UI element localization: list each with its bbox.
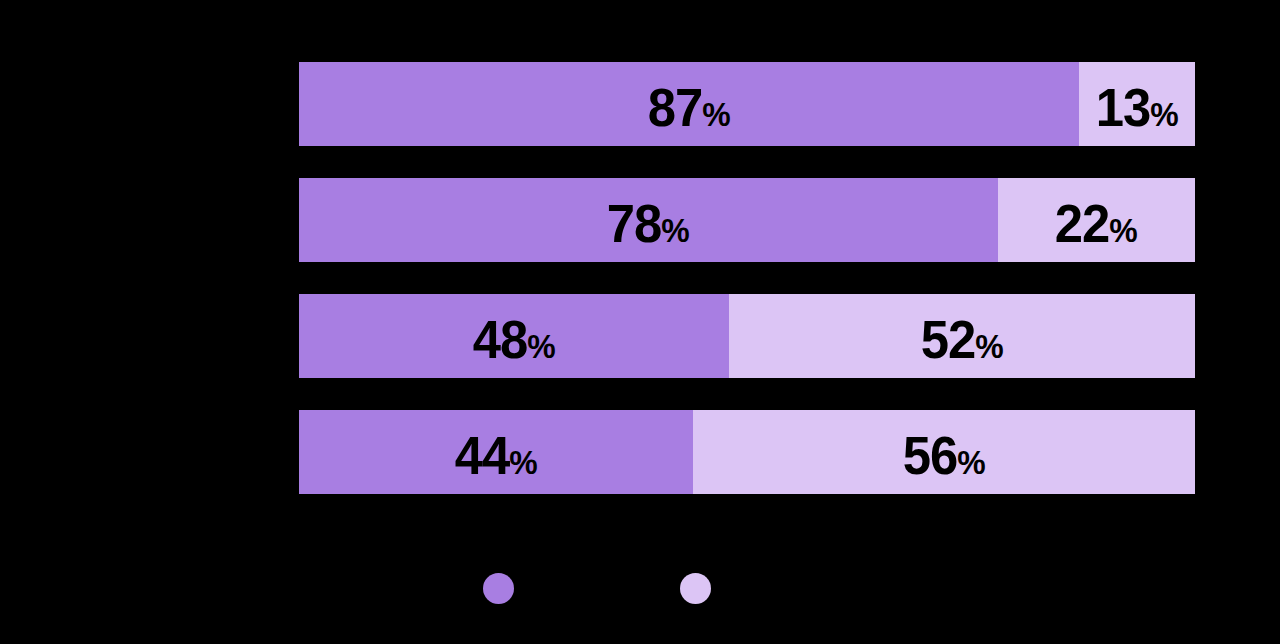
bar-segment-primary: 44% [299,410,693,494]
data-label-percent-sign: % [702,95,730,133]
bar-row: 48%52% [299,294,1195,378]
data-label: 87% [647,75,730,134]
data-label-percent-sign: % [957,443,985,481]
chart-canvas: 87%13%78%22%48%52%44%56% [0,0,1280,644]
bar-segment-secondary: 13% [1079,62,1195,146]
data-label-value: 87 [647,77,702,137]
data-label: 78% [607,191,690,250]
bar-row: 87%13% [299,62,1195,146]
data-label-percent-sign: % [975,327,1003,365]
data-label-value: 44 [455,425,510,485]
data-label-value: 78 [607,193,662,253]
bar-segment-secondary: 22% [998,178,1195,262]
data-label-percent-sign: % [509,443,537,481]
data-label: 13% [1095,75,1178,134]
data-label-percent-sign: % [662,211,690,249]
bar-segment-primary: 87% [299,62,1079,146]
data-label: 52% [921,307,1004,366]
bar-row: 44%56% [299,410,1195,494]
data-label-value: 13 [1095,77,1150,137]
data-label-value: 56 [903,425,958,485]
data-label: 44% [455,423,538,482]
bar-segment-secondary: 56% [693,410,1195,494]
legend-marker-primary [483,573,514,604]
data-label-value: 22 [1055,193,1110,253]
bar-segment-secondary: 52% [729,294,1195,378]
bar-row: 78%22% [299,178,1195,262]
data-label-percent-sign: % [527,327,555,365]
data-label-percent-sign: % [1150,95,1178,133]
bar-segment-primary: 78% [299,178,998,262]
data-label: 56% [903,423,986,482]
data-label: 48% [473,307,556,366]
data-label-percent-sign: % [1110,211,1138,249]
data-label-value: 48 [473,309,528,369]
data-label-value: 52 [921,309,976,369]
legend-marker-secondary [680,573,711,604]
bar-segment-primary: 48% [299,294,729,378]
data-label: 22% [1055,191,1138,250]
